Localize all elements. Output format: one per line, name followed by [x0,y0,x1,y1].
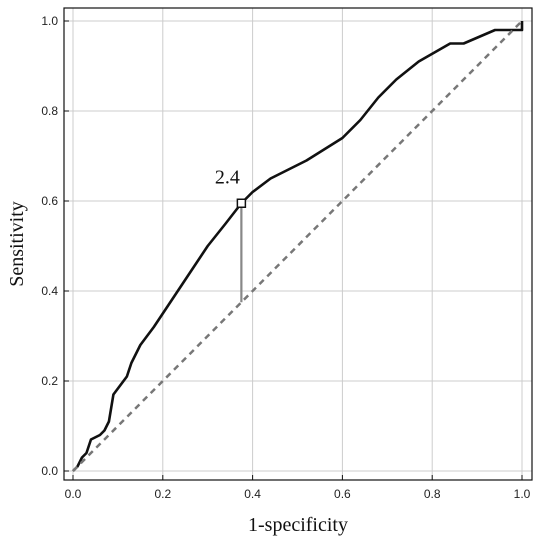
y-tick-label: 0.0 [41,464,58,478]
series [72,20,524,472]
cutoff-point-marker [236,198,247,208]
y-axis-label: Sensitivity [6,201,28,287]
x-tick-label: 1.0 [514,487,531,501]
grid [64,8,532,480]
y-tick-label: 0.8 [41,104,58,118]
y-tick-label: 0.2 [41,374,58,388]
plot-border [63,7,533,481]
cutoff-label: 2.4 [215,166,240,188]
plot-frame [63,7,533,481]
roc-curve-line [72,21,524,472]
x-tick-label: 0.8 [424,487,441,501]
y-tick-label: 1.0 [41,14,58,28]
x-tick-label: 0.6 [334,487,351,501]
x-tick-label: 0.4 [244,487,261,501]
y-tick-label: 0.4 [41,284,58,298]
ticks: 0.0 0.2 0.4 0.6 0.8 1.0 0.0 0.2 0.4 0.6 0.8 1.0 [41,14,530,501]
chance-diagonal-line [72,20,523,472]
y-tick-label: 0.6 [41,194,58,208]
x-axis-label: 1-specificity [248,514,348,536]
x-tick-label: 0.2 [154,487,171,501]
x-tick-label: 0.0 [65,487,82,501]
cutoff-marker-group: 2.4 [215,166,247,303]
